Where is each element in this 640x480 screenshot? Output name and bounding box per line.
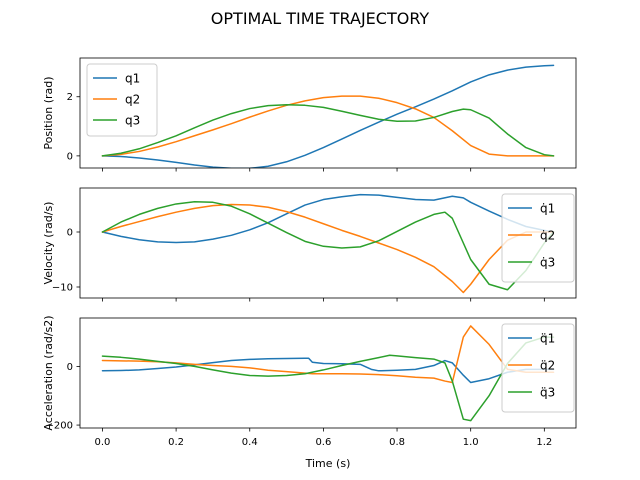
legend: q1 q2 q3	[86, 63, 158, 137]
subplot-1: 0 2 Position (rad) q1 q2 q3	[42, 57, 577, 172]
series-line-2	[101, 203, 555, 294]
series-line-1	[101, 64, 555, 168]
x-tick-label: 0.4	[242, 437, 258, 448]
x-tick-label: 0.0	[95, 437, 111, 448]
x-tick-label: 1.0	[463, 437, 479, 448]
subplots: 0 2 Position (rad) q1 q2 q3 −10 0 Velocity (rad/…	[42, 57, 577, 470]
y-axis-label: Acceleration (rad/s2)	[42, 315, 55, 430]
legend-label: q̇1	[540, 202, 555, 216]
legend-label: q1	[125, 72, 140, 86]
x-tick-label: 1.2	[536, 437, 552, 448]
legend-label: q̇3	[540, 256, 555, 270]
legend-label: q̈2	[540, 359, 555, 373]
x-tick-label: 0.2	[168, 437, 184, 448]
series-line-3	[101, 336, 555, 422]
y-tick-label: −200	[46, 421, 73, 432]
axes-frame	[79, 317, 577, 429]
series-line-3	[101, 201, 555, 291]
y-tick-label: −10	[52, 283, 73, 294]
series-line-2	[101, 95, 555, 157]
legend-label: q̇2	[540, 229, 555, 243]
legend-label: q̈1	[540, 332, 555, 346]
y-tick-label: 0	[67, 151, 73, 162]
y-tick-label: 0	[67, 228, 73, 239]
legend-label: q2	[125, 93, 140, 107]
y-axis-label: Position (rad)	[42, 76, 55, 149]
subplot-3: 0.0 0.2 0.4 0.6 0.8 1.0 1.2 −200 0 Acceleration (…	[42, 315, 577, 470]
legend-box	[86, 63, 158, 137]
legend: q̈1 q̈2 q̈3	[501, 323, 575, 413]
series-group	[101, 64, 555, 168]
axes-frame	[79, 187, 577, 299]
figure-title: OPTIMAL TIME TRAJECTORY	[211, 9, 430, 28]
legend-label: q3	[125, 114, 140, 128]
legend: q̇1 q̇2 q̇3	[501, 193, 575, 283]
legend-box	[501, 193, 575, 283]
legend-label: q̈3	[540, 386, 555, 400]
x-tick-label: 0.6	[315, 437, 331, 448]
x-axis-label: Time (s)	[305, 457, 351, 470]
series-line-3	[101, 103, 555, 157]
axes-frame	[79, 57, 577, 169]
subplot-2: −10 0 Velocity (rad/s) q̇1 q̇2 q̇3	[42, 187, 577, 302]
series-group	[101, 193, 555, 294]
y-axis-label: Velocity (rad/s)	[42, 202, 55, 285]
y-tick-label: 2	[67, 92, 73, 103]
series-line-2	[101, 325, 555, 384]
legend-box	[501, 323, 575, 413]
x-tick-label: 0.8	[389, 437, 405, 448]
series-group	[101, 325, 555, 422]
series-line-1	[101, 193, 555, 244]
y-tick-label: 0	[67, 362, 73, 373]
